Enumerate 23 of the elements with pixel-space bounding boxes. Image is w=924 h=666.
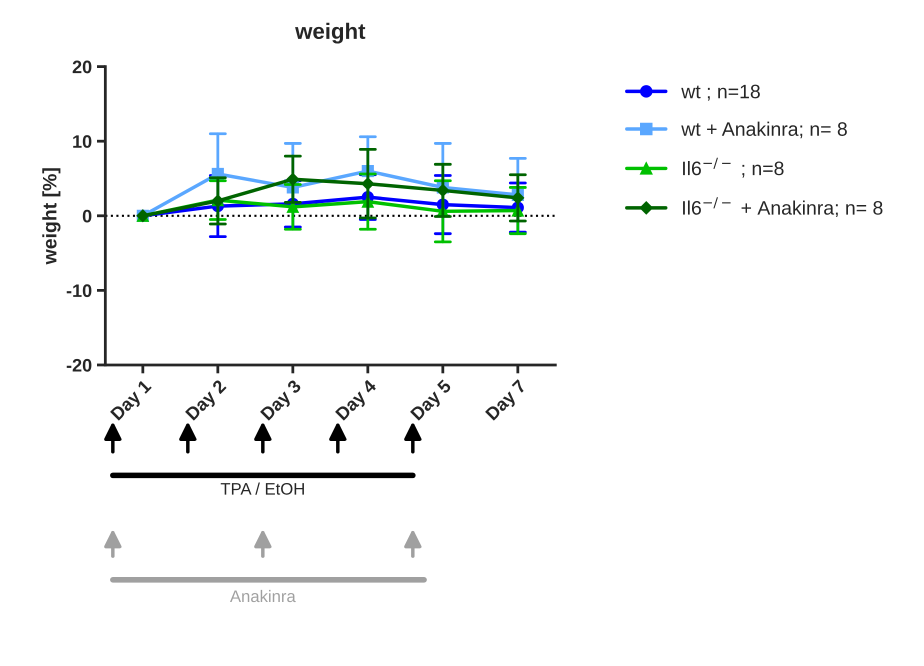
y-tick-label: -10 <box>66 284 92 298</box>
legend-label: Il6$^{−/−}$ + Anakinra; n= 8 <box>683 197 882 218</box>
x-tick-label: Day 5 <box>410 378 454 424</box>
point <box>511 191 524 204</box>
point <box>436 184 450 197</box>
point <box>361 177 374 190</box>
text: TPA / EtOH <box>220 482 304 495</box>
x-tick-label: Day 3 <box>260 378 304 424</box>
x-tick-label: Day 7 <box>485 379 530 424</box>
legend-label: wt + Anakinra; n= 8 <box>681 122 847 138</box>
x-tick-label: Day 1 <box>110 378 154 424</box>
y-tick-label: 20 <box>72 60 92 74</box>
legend-label: Il6$^{−/−}$ ; n=8 <box>683 158 784 178</box>
chart-title: weight <box>295 22 366 44</box>
y-tick-label: 0 <box>82 210 92 223</box>
y-axis-title: weight [%] <box>42 168 60 264</box>
y-tick-label: 10 <box>73 135 92 148</box>
legend-label: wt ; n=18 <box>681 84 760 101</box>
x-tick-label: Day 2 <box>184 379 230 424</box>
y-tick-label: -20 <box>66 358 92 372</box>
point <box>286 172 300 186</box>
x-tick-label: Day 4 <box>335 378 380 424</box>
text: Anakinra <box>230 590 296 602</box>
